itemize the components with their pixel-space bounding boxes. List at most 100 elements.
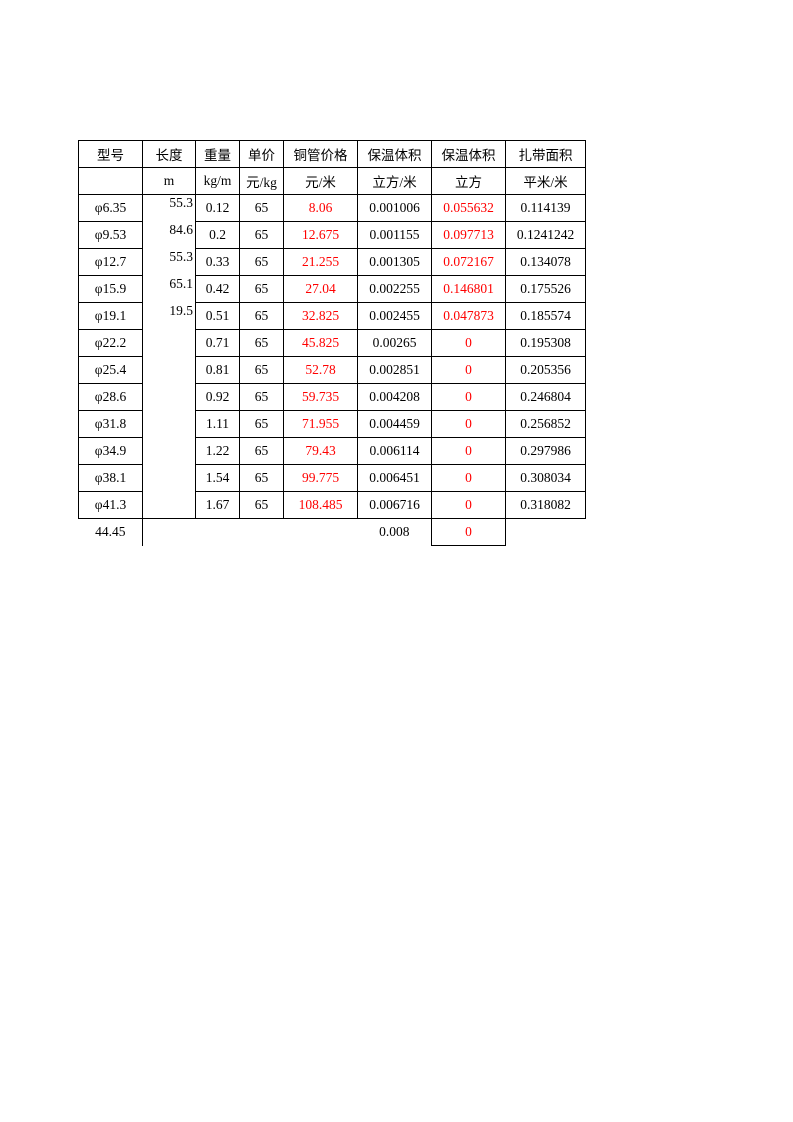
unit-copper-price: 元/米 — [284, 168, 358, 195]
cell-iv-last: 0.008 — [358, 519, 432, 546]
cell-insulation-vol2: 0 — [432, 465, 506, 492]
cell-strap-area: 0.205356 — [506, 357, 586, 384]
last-row: 44.45 0.008 0 — [79, 519, 586, 546]
unit-strap-area: 平米/米 — [506, 168, 586, 195]
cell-copper-price: 71.955 — [284, 411, 358, 438]
cell-copper-price: 52.78 — [284, 357, 358, 384]
cell-insulation-vol2: 0 — [432, 438, 506, 465]
cell-strap-area: 0.1241242 — [506, 222, 586, 249]
cell-model: φ15.9 — [79, 276, 143, 303]
cell-model: φ9.53 — [79, 222, 143, 249]
cell-strap-area: 0.134078 — [506, 249, 586, 276]
cell-weight: 0.92 — [196, 384, 240, 411]
unit-weight: kg/m — [196, 168, 240, 195]
cell-copper-price: 79.43 — [284, 438, 358, 465]
table-row: φ9.5384.60.26512.6750.0011550.0977130.12… — [79, 222, 586, 249]
cell-copper-price: 12.675 — [284, 222, 358, 249]
cell-weight: 0.51 — [196, 303, 240, 330]
cell-weight: 0.71 — [196, 330, 240, 357]
cell-model: φ34.9 — [79, 438, 143, 465]
cell-copper-price: 32.825 — [284, 303, 358, 330]
cell-insulation-vol: 0.004208 — [358, 384, 432, 411]
cell-weight: 0.2 — [196, 222, 240, 249]
cell-unitprice: 65 — [240, 222, 284, 249]
cell-insulation-vol: 0.002851 — [358, 357, 432, 384]
table-row: φ6.3555.30.12658.060.0010060.0556320.114… — [79, 195, 586, 222]
cell-weight-last — [196, 519, 240, 546]
cell-insulation-vol2: 0 — [432, 330, 506, 357]
cell-weight: 1.54 — [196, 465, 240, 492]
cell-copper-price: 99.775 — [284, 465, 358, 492]
cell-insulation-vol2: 0.072167 — [432, 249, 506, 276]
cell-unitprice: 65 — [240, 492, 284, 519]
cell-insulation-vol2: 0 — [432, 357, 506, 384]
cell-copper-price: 108.485 — [284, 492, 358, 519]
col-unitprice: 单价 — [240, 141, 284, 168]
cell-unitprice: 65 — [240, 195, 284, 222]
cell-insulation-vol: 0.001305 — [358, 249, 432, 276]
table-row: φ19.119.50.516532.8250.0024550.0478730.1… — [79, 303, 586, 330]
cell-weight: 0.33 — [196, 249, 240, 276]
cell-length — [143, 438, 196, 465]
cell-strap-area: 0.195308 — [506, 330, 586, 357]
cell-iv2-last: 0 — [432, 519, 506, 546]
cell-strap-area: 0.308034 — [506, 465, 586, 492]
unit-insulation-vol2: 立方 — [432, 168, 506, 195]
cell-model: φ19.1 — [79, 303, 143, 330]
cell-length — [143, 384, 196, 411]
cell-price-last — [240, 519, 284, 546]
cell-insulation-vol: 0.002455 — [358, 303, 432, 330]
table-row: φ31.81.116571.9550.00445900.256852 — [79, 411, 586, 438]
cell-strap-area: 0.297986 — [506, 438, 586, 465]
unit-unitprice: 元/kg — [240, 168, 284, 195]
table-row: φ12.755.30.336521.2550.0013050.0721670.1… — [79, 249, 586, 276]
cell-model: φ31.8 — [79, 411, 143, 438]
cell-unitprice: 65 — [240, 330, 284, 357]
cell-weight: 1.67 — [196, 492, 240, 519]
cell-insulation-vol: 0.006114 — [358, 438, 432, 465]
cell-unitprice: 65 — [240, 276, 284, 303]
table-row: φ28.60.926559.7350.00420800.246804 — [79, 384, 586, 411]
cell-weight: 0.81 — [196, 357, 240, 384]
cell-insulation-vol: 0.00265 — [358, 330, 432, 357]
cell-length — [143, 411, 196, 438]
cell-model-last: 44.45 — [79, 519, 143, 546]
cell-weight: 1.11 — [196, 411, 240, 438]
cell-insulation-vol: 0.002255 — [358, 276, 432, 303]
col-model: 型号 — [79, 141, 143, 168]
cell-length — [143, 492, 196, 519]
unit-length: m — [143, 168, 196, 195]
cell-length: 65.1 — [143, 276, 196, 303]
unit-row: m kg/m 元/kg 元/米 立方/米 立方 平米/米 — [79, 168, 586, 195]
col-insulation-vol2: 保温体积 — [432, 141, 506, 168]
cell-insulation-vol: 0.001155 — [358, 222, 432, 249]
cell-strap-area: 0.246804 — [506, 384, 586, 411]
cell-length: 55.3 — [143, 249, 196, 276]
cell-model: φ12.7 — [79, 249, 143, 276]
cell-length: 19.5 — [143, 303, 196, 330]
col-insulation-vol: 保温体积 — [358, 141, 432, 168]
cell-copper-last — [284, 519, 358, 546]
col-strap-area: 扎带面积 — [506, 141, 586, 168]
cell-insulation-vol2: 0 — [432, 492, 506, 519]
cell-length — [143, 465, 196, 492]
cell-strap-area: 0.114139 — [506, 195, 586, 222]
cell-copper-price: 45.825 — [284, 330, 358, 357]
unit-model — [79, 168, 143, 195]
table-row: φ41.31.6765108.4850.00671600.318082 — [79, 492, 586, 519]
cell-strap-area: 0.256852 — [506, 411, 586, 438]
cell-length — [143, 330, 196, 357]
cell-strap-area: 0.185574 — [506, 303, 586, 330]
table-row: φ38.11.546599.7750.00645100.308034 — [79, 465, 586, 492]
cell-copper-price: 59.735 — [284, 384, 358, 411]
cell-unitprice: 65 — [240, 357, 284, 384]
cell-insulation-vol: 0.006451 — [358, 465, 432, 492]
cell-length — [143, 357, 196, 384]
cell-unitprice: 65 — [240, 384, 284, 411]
cell-weight: 0.42 — [196, 276, 240, 303]
cell-unitprice: 65 — [240, 465, 284, 492]
cell-model: φ25.4 — [79, 357, 143, 384]
cell-unitprice: 65 — [240, 249, 284, 276]
cell-length: 55.3 — [143, 195, 196, 222]
cell-strap-area: 0.318082 — [506, 492, 586, 519]
